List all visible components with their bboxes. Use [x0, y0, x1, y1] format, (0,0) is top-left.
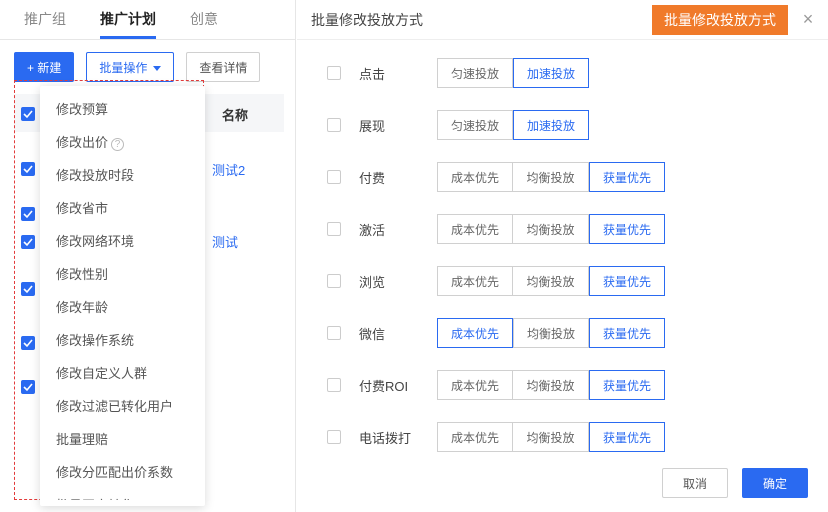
segment-option[interactable]: 获量优先: [589, 266, 665, 296]
row-checkbox[interactable]: [327, 66, 341, 80]
segment-group: 成本优先均衡投放获量优先: [437, 318, 665, 348]
tab-group[interactable]: 推广组: [24, 0, 66, 39]
batch-dropdown: 修改预算修改出价?修改投放时段修改省市修改网络环境修改性别修改年龄修改操作系统修…: [40, 86, 205, 506]
orange-tag: 批量修改投放方式: [652, 5, 788, 35]
dropdown-item[interactable]: 修改分匹配出价系数: [40, 455, 205, 488]
segment-option[interactable]: 均衡投放: [513, 162, 589, 192]
row-checkbox[interactable]: [327, 326, 341, 340]
row-link[interactable]: 测试2: [212, 160, 245, 179]
row-label: 浏览: [359, 272, 419, 291]
row-checkbox[interactable]: [327, 274, 341, 288]
row-label: 激活: [359, 220, 419, 239]
row-checkbox[interactable]: [327, 170, 341, 184]
dropdown-item[interactable]: 修改网络环境: [40, 224, 205, 257]
dropdown-item[interactable]: 修改操作系统: [40, 323, 205, 356]
row-checkbox[interactable]: [327, 430, 341, 444]
confirm-button[interactable]: 确定: [742, 468, 808, 498]
segment-group: 成本优先均衡投放获量优先: [437, 266, 665, 296]
segment-option[interactable]: 均衡投放: [513, 370, 589, 400]
segment-option[interactable]: 加速投放: [513, 110, 589, 140]
row-label: 付费ROI: [359, 376, 419, 395]
segment-option[interactable]: 匀速投放: [437, 58, 513, 88]
segment-option[interactable]: 成本优先: [437, 422, 513, 452]
row-checkbox[interactable]: [21, 282, 35, 296]
option-row: 微信成本优先均衡投放获量优先: [327, 318, 798, 348]
row-label: 点击: [359, 64, 419, 83]
segment-option[interactable]: 成本优先: [437, 214, 513, 244]
segment-group: 成本优先均衡投放获量优先: [437, 214, 665, 244]
segment-option[interactable]: 获量优先: [589, 318, 665, 348]
segment-group: 成本优先均衡投放获量优先: [437, 370, 665, 400]
option-row: 浏览成本优先均衡投放获量优先: [327, 266, 798, 296]
segment-option[interactable]: 加速投放: [513, 58, 589, 88]
row-checkbox[interactable]: [21, 336, 35, 350]
row-checkbox[interactable]: [21, 207, 35, 221]
segment-option[interactable]: 成本优先: [437, 370, 513, 400]
segment-option[interactable]: 均衡投放: [513, 266, 589, 296]
close-icon[interactable]: ×: [788, 0, 828, 40]
option-row: 电话拨打成本优先均衡投放获量优先: [327, 422, 798, 452]
segment-option[interactable]: 获量优先: [589, 162, 665, 192]
help-icon: ?: [111, 138, 124, 151]
row-checkbox[interactable]: [327, 378, 341, 392]
row-label: 电话拨打: [359, 428, 419, 447]
new-button[interactable]: + 新建: [14, 52, 74, 82]
dropdown-item[interactable]: 修改年龄: [40, 290, 205, 323]
toolbar: + 新建 批量操作 查看详情: [0, 40, 295, 88]
row-checkbox[interactable]: [21, 235, 35, 249]
segment-option[interactable]: 成本优先: [437, 266, 513, 296]
dropdown-item[interactable]: 修改预算: [40, 92, 205, 125]
row-checkbox[interactable]: [21, 162, 35, 176]
option-row: 付费ROI 成本优先均衡投放获量优先: [327, 370, 798, 400]
dropdown-item[interactable]: 修改自定义人群: [40, 356, 205, 389]
segment-option[interactable]: 均衡投放: [513, 214, 589, 244]
tab-plan[interactable]: 推广计划: [100, 0, 156, 39]
segment-option[interactable]: 获量优先: [589, 370, 665, 400]
batch-button-label: 批量操作: [99, 59, 147, 76]
row-checkbox[interactable]: [327, 118, 341, 132]
dropdown-item[interactable]: 修改投放时段: [40, 158, 205, 191]
row-label: 微信: [359, 324, 419, 343]
segment-group: 成本优先均衡投放获量优先: [437, 162, 665, 192]
segment-option[interactable]: 获量优先: [589, 214, 665, 244]
row-checkbox[interactable]: [21, 380, 35, 394]
cancel-button[interactable]: 取消: [662, 468, 728, 498]
segment-option[interactable]: 均衡投放: [513, 318, 589, 348]
modal-title: 批量修改投放方式: [311, 10, 652, 30]
segment-group: 匀速投放加速投放: [437, 110, 589, 140]
dropdown-item[interactable]: 修改出价?: [40, 125, 205, 158]
detail-button[interactable]: 查看详情: [186, 52, 260, 82]
segment-option[interactable]: 成本优先: [437, 162, 513, 192]
segment-group: 成本优先均衡投放获量优先: [437, 422, 665, 452]
option-row: 付费成本优先均衡投放获量优先: [327, 162, 798, 192]
row-label: 展现: [359, 116, 419, 135]
option-row: 展现匀速投放加速投放: [327, 110, 798, 140]
dropdown-item[interactable]: 批量开启转化?: [40, 488, 205, 500]
row-label: 付费: [359, 168, 419, 187]
dropdown-item[interactable]: 批量理赔: [40, 422, 205, 455]
segment-option[interactable]: 成本优先: [437, 318, 513, 348]
row-checkbox[interactable]: [327, 222, 341, 236]
batch-button[interactable]: 批量操作: [86, 52, 174, 82]
tabs-bar: 推广组 推广计划 创意: [0, 0, 295, 40]
segment-option[interactable]: 匀速投放: [437, 110, 513, 140]
option-row: 点击匀速投放加速投放: [327, 58, 798, 88]
modal-header: 批量修改投放方式 批量修改投放方式 ×: [297, 0, 828, 40]
segment-option[interactable]: 均衡投放: [513, 422, 589, 452]
segment-option[interactable]: 获量优先: [589, 422, 665, 452]
table-header-name: 名称: [222, 105, 248, 124]
row-link[interactable]: 测试: [212, 232, 238, 251]
row-checkbox[interactable]: [21, 107, 35, 121]
option-row: 激活成本优先均衡投放获量优先: [327, 214, 798, 244]
dropdown-item[interactable]: 修改省市: [40, 191, 205, 224]
tab-creative[interactable]: 创意: [190, 0, 218, 39]
dropdown-item[interactable]: 修改性别: [40, 257, 205, 290]
segment-group: 匀速投放加速投放: [437, 58, 589, 88]
chevron-down-icon: [153, 60, 161, 74]
dropdown-item[interactable]: 修改过滤已转化用户: [40, 389, 205, 422]
